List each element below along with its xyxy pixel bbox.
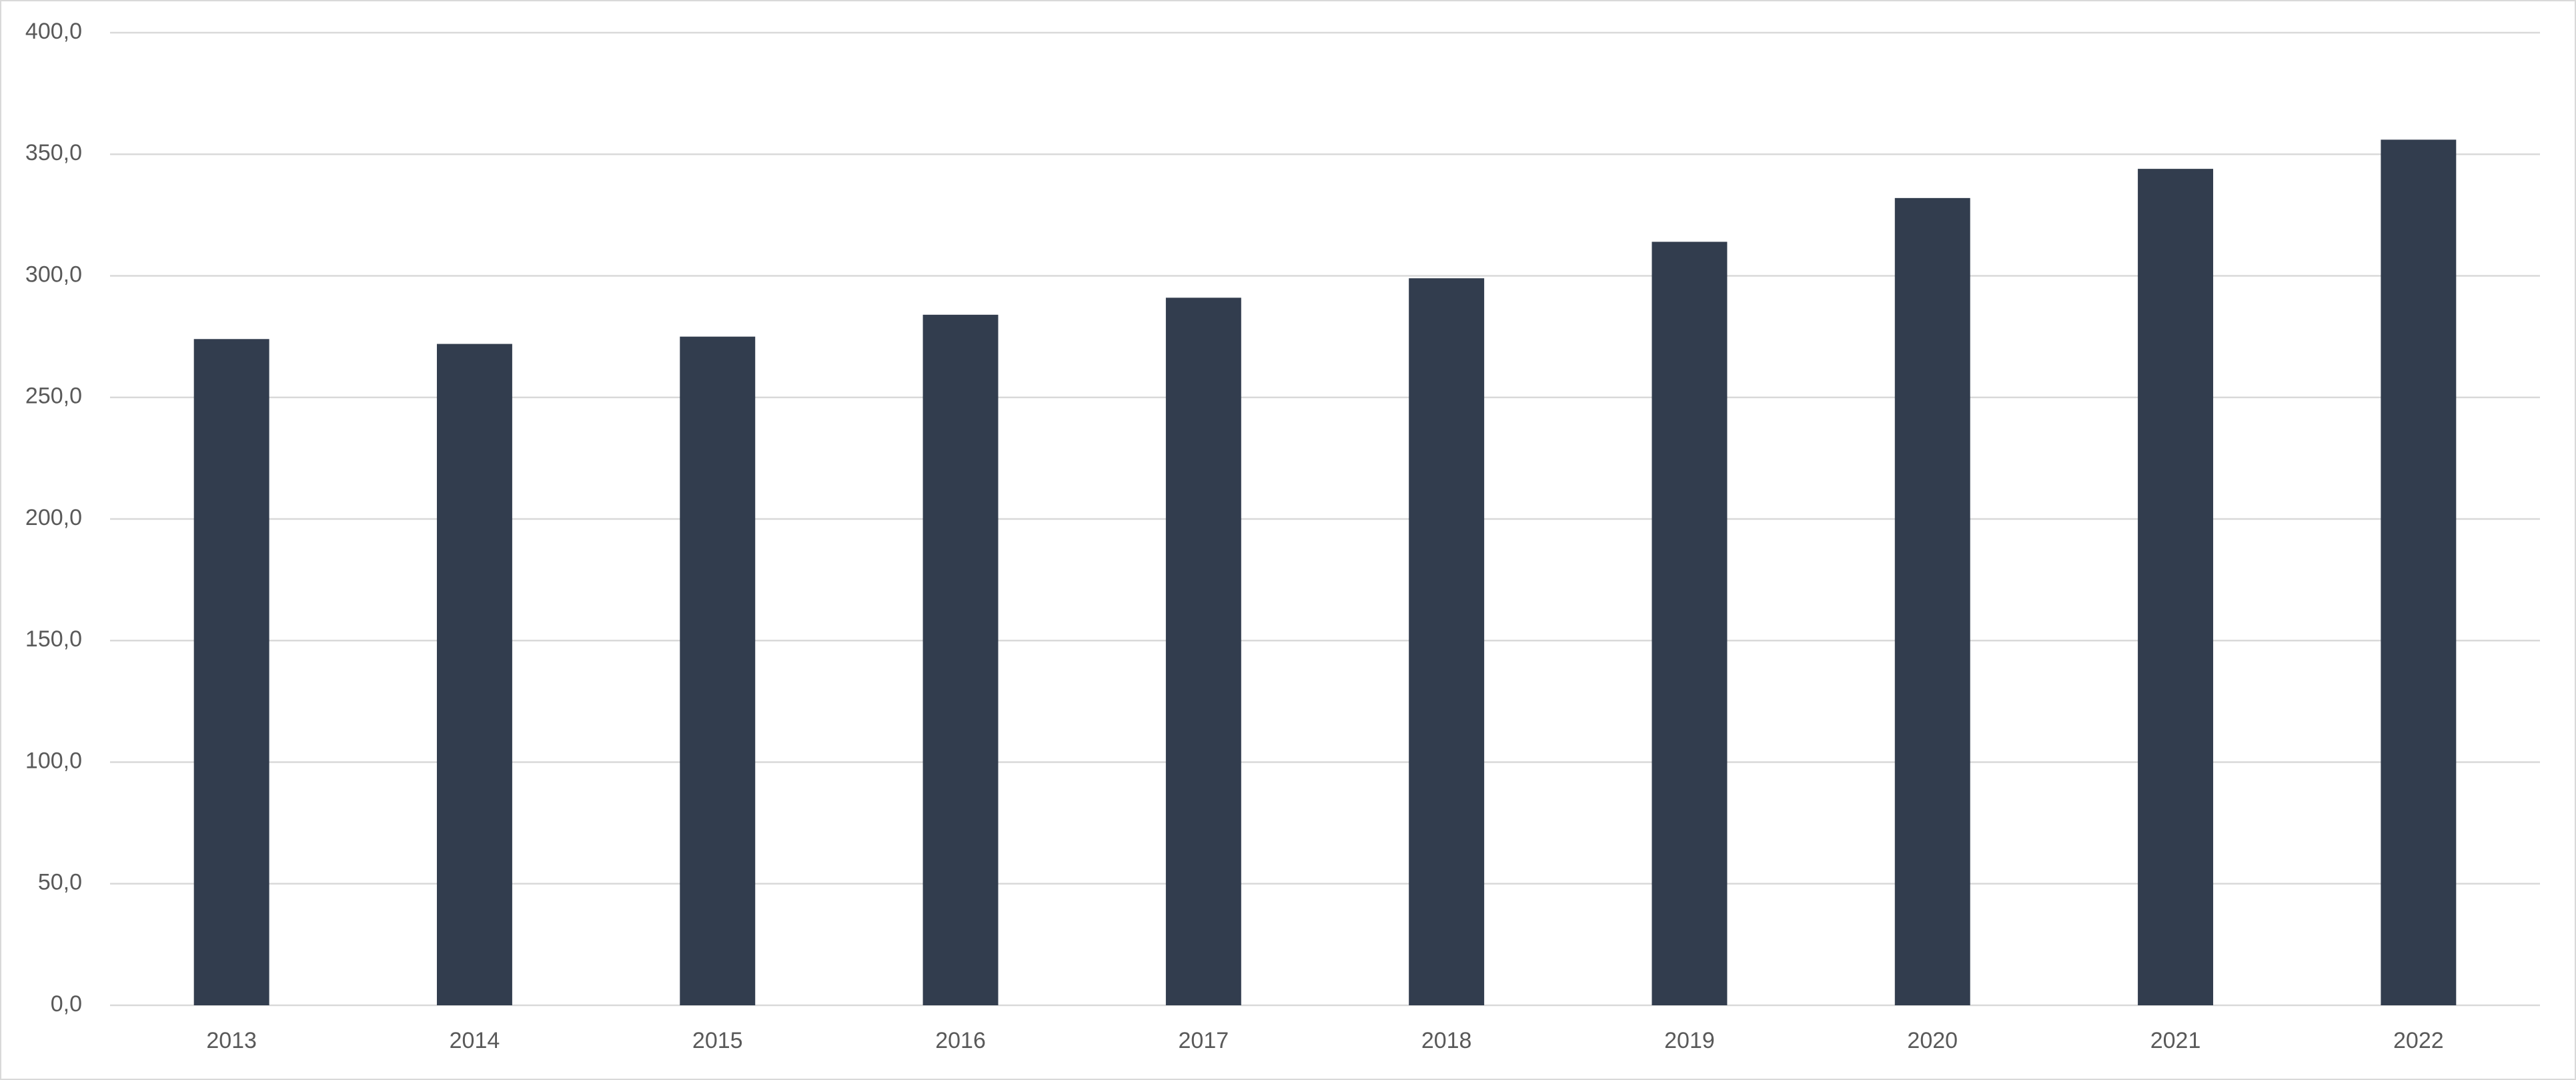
bar (922, 314, 999, 1005)
y-tick-label: 250,0 (25, 384, 82, 409)
x-tick-label: 2013 (206, 1028, 257, 1053)
bar (193, 339, 269, 1005)
y-tick-label: 100,0 (25, 748, 82, 773)
bar (2138, 169, 2214, 1005)
y-tick-label: 150,0 (25, 626, 82, 652)
x-tick-label: 2022 (2393, 1028, 2444, 1053)
y-tick-label: 350,0 (25, 140, 82, 165)
x-tick-label: 2020 (1907, 1028, 1958, 1053)
y-tick-label: 50,0 (38, 870, 82, 895)
bar (1165, 298, 1241, 1006)
bar (1894, 197, 1970, 1005)
y-tick-label: 400,0 (25, 19, 82, 44)
x-tick-label: 2016 (935, 1028, 986, 1053)
y-tick-label: 200,0 (25, 505, 82, 530)
y-tick-label: 0,0 (51, 991, 82, 1017)
bar (2381, 139, 2457, 1005)
x-tick-label: 2019 (1664, 1028, 1715, 1053)
x-tick-label: 2015 (692, 1028, 743, 1053)
bar (1652, 241, 1728, 1006)
x-tick-label: 2014 (450, 1028, 500, 1053)
bar (680, 336, 756, 1005)
x-tick-label: 2021 (2150, 1028, 2201, 1053)
y-tick-label: 300,0 (25, 261, 82, 287)
x-tick-label: 2018 (1421, 1028, 1472, 1053)
bar (1409, 278, 1485, 1005)
bar (436, 344, 512, 1005)
x-tick-label: 2017 (1179, 1028, 1229, 1053)
